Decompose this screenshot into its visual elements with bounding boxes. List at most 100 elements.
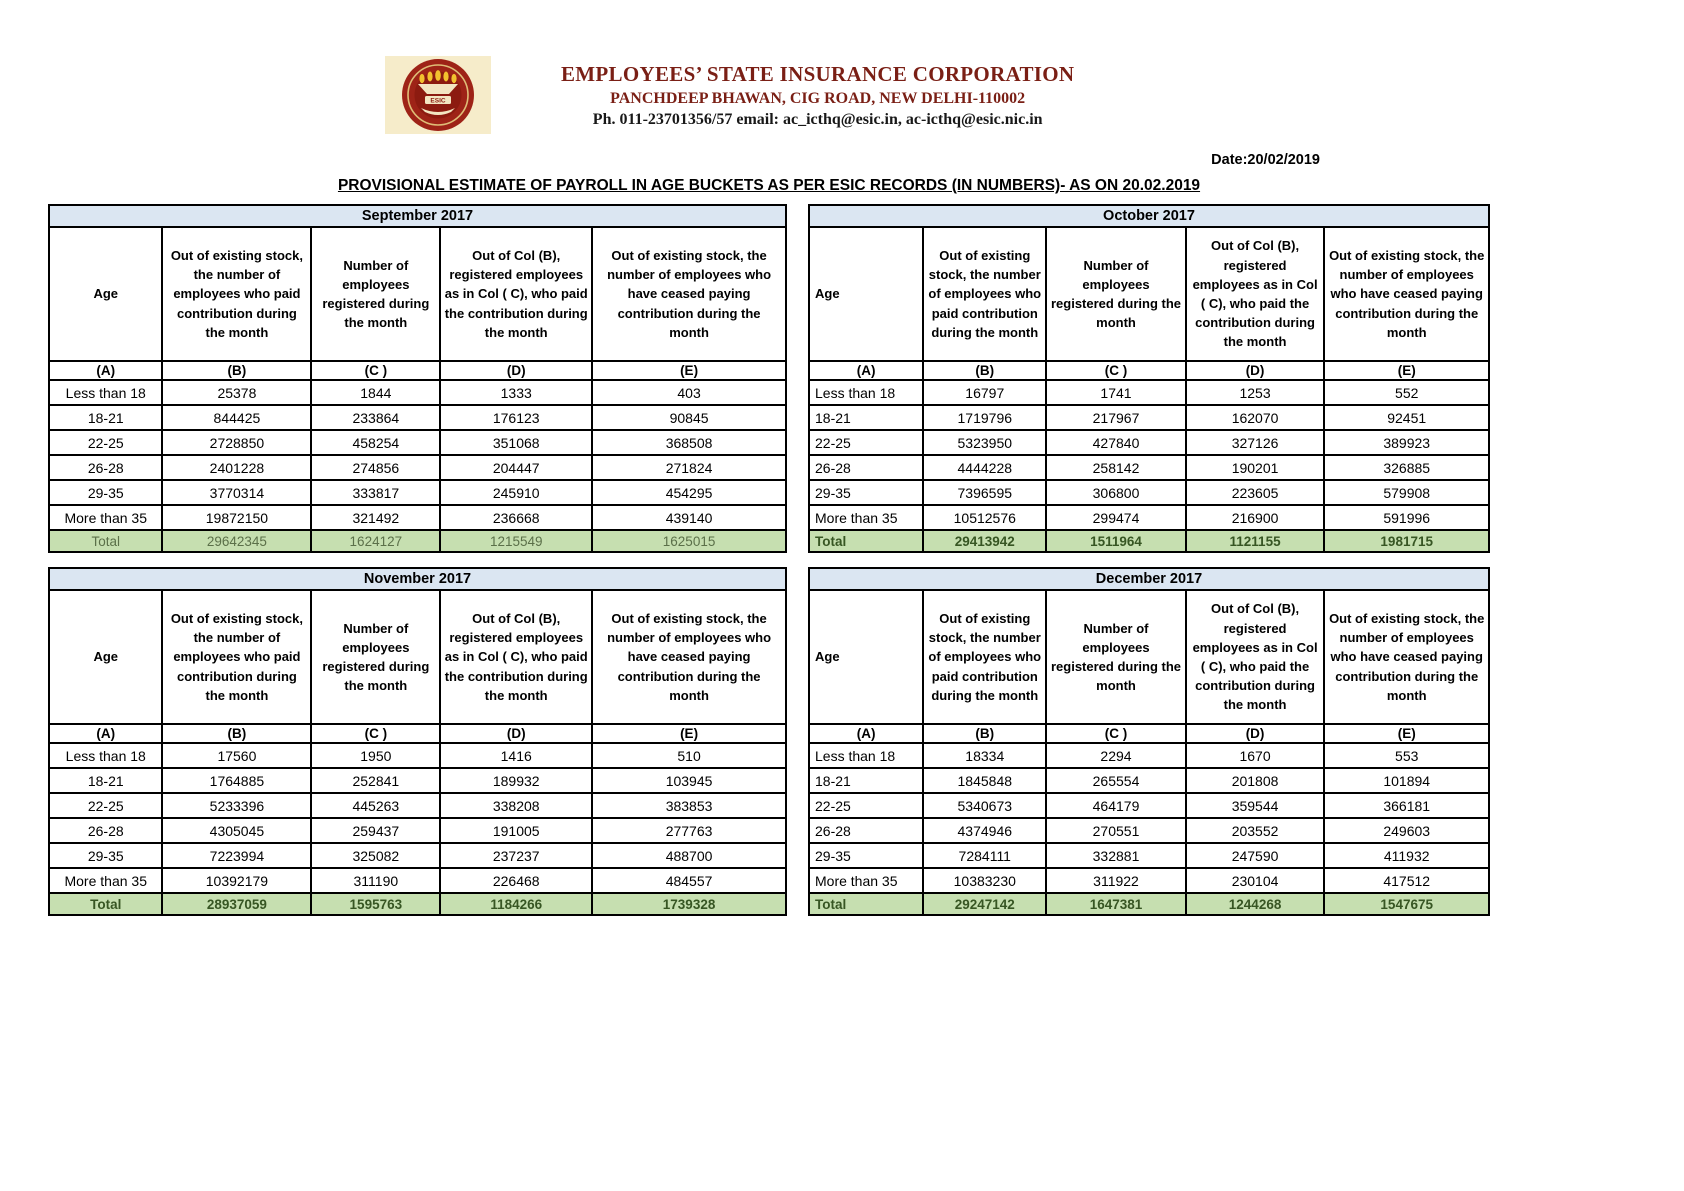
- org-contact: Ph. 011-23701356/57 email: ac_icthq@esic…: [592, 110, 1043, 128]
- value-cell: 230104: [1184, 867, 1326, 894]
- table-row: 22-25 5233396 445263 338208 383853: [47, 792, 787, 819]
- value-cell: 311922: [1045, 867, 1187, 894]
- total-value-cell: 1547675: [1323, 892, 1490, 916]
- value-cell: 245910: [439, 479, 594, 506]
- letterhead: ESIC EMPLOYEES’ STATE INSURANCE CORPORAT…: [385, 56, 1074, 134]
- value-cell: 203552: [1184, 817, 1326, 844]
- table-row: 29-35 3770314 333817 245910 454295: [47, 479, 787, 506]
- value-cell: 191005: [439, 817, 594, 844]
- total-value-cell: 1184266: [439, 892, 594, 916]
- table-row: Less than 18 25378 1844 1333 403: [47, 379, 787, 406]
- table-body-december: Less than 18 18334 2294 1670 553 18-21 1845848…: [807, 742, 1490, 916]
- value-cell: 484557: [591, 867, 787, 894]
- col-letter-c: (C ): [310, 360, 442, 381]
- month-title: October 2017: [808, 204, 1490, 228]
- table-row: 18-21 1719796 217967 162070 92451: [807, 404, 1490, 431]
- value-cell: 1845848: [922, 767, 1048, 794]
- table-row: 18-21 1845848 265554 201808 101894: [807, 767, 1490, 794]
- col-desc-b: Out of existing stock, the number of emp…: [922, 589, 1048, 725]
- col-desc-age: Age: [47, 589, 164, 725]
- value-cell: 439140: [591, 504, 787, 531]
- age-cell: More than 35: [807, 504, 925, 531]
- value-cell: 3770314: [161, 479, 313, 506]
- age-cell: Less than 18: [47, 379, 164, 406]
- value-cell: 417512: [1323, 867, 1490, 894]
- value-cell: 19872150: [161, 504, 313, 531]
- value-cell: 332881: [1045, 842, 1187, 869]
- value-cell: 271824: [591, 454, 787, 481]
- age-cell: 26-28: [807, 454, 925, 481]
- table-row: 22-25 5340673 464179 359544 366181: [807, 792, 1490, 819]
- value-cell: 2401228: [161, 454, 313, 481]
- total-value-cell: 1647381: [1045, 892, 1187, 916]
- col-desc-b: Out of existing stock, the number of emp…: [161, 589, 313, 725]
- doc-title: PROVISIONAL ESTIMATE OF PAYROLL IN AGE B…: [337, 177, 1201, 194]
- value-cell: 591996: [1323, 504, 1490, 531]
- age-cell: 26-28: [47, 454, 164, 481]
- month-table-october: October 2017 Age Out of existing stock, …: [807, 204, 1490, 553]
- table-row: More than 35 10392179 311190 226468 484557: [47, 867, 787, 894]
- total-value-cell: 1595763: [310, 892, 442, 916]
- table-row: 18-21 1764885 252841 189932 103945: [47, 767, 787, 794]
- value-cell: 249603: [1323, 817, 1490, 844]
- col-letter-b: (B): [161, 723, 313, 744]
- value-cell: 223605: [1184, 479, 1326, 506]
- total-label-cell: Total: [47, 529, 164, 553]
- month-header: November 2017: [48, 567, 787, 591]
- total-value-cell: 1624127: [310, 529, 442, 553]
- value-cell: 1741: [1045, 379, 1187, 406]
- total-value-cell: 29247142: [922, 892, 1048, 916]
- table-body-november: Less than 18 17560 1950 1416 510 18-21 1764885…: [47, 742, 787, 916]
- value-cell: 7223994: [161, 842, 313, 869]
- age-cell: 26-28: [47, 817, 164, 844]
- date-label: Date:20/02/2019: [1211, 152, 1320, 168]
- month-title: November 2017: [48, 567, 787, 591]
- total-label-cell: Total: [47, 892, 164, 916]
- column-letter-header: (A) (B) (C ) (D) (E): [47, 723, 787, 744]
- value-cell: 445263: [310, 792, 442, 819]
- value-cell: 237237: [439, 842, 594, 869]
- value-cell: 427840: [1045, 429, 1187, 456]
- table-row: 29-35 7223994 325082 237237 488700: [47, 842, 787, 869]
- value-cell: 1670: [1184, 742, 1326, 769]
- total-value-cell: 1244268: [1184, 892, 1326, 916]
- col-desc-d: Out of Col (B), registered employees as …: [439, 226, 594, 362]
- column-desc-header: Age Out of existing stock, the number of…: [47, 226, 787, 362]
- value-cell: 204447: [439, 454, 594, 481]
- value-cell: 1844: [310, 379, 442, 406]
- value-cell: 7396595: [922, 479, 1048, 506]
- table-row: Less than 18 16797 1741 1253 552: [807, 379, 1490, 406]
- age-cell: 18-21: [807, 404, 925, 431]
- value-cell: 389923: [1323, 429, 1490, 456]
- col-desc-b: Out of existing stock, the number of emp…: [922, 226, 1048, 362]
- column-desc-header: Age Out of existing stock, the number of…: [47, 589, 787, 725]
- col-letter-a: (A): [47, 360, 164, 381]
- value-cell: 488700: [591, 842, 787, 869]
- value-cell: 101894: [1323, 767, 1490, 794]
- value-cell: 10383230: [922, 867, 1048, 894]
- table-row: 29-35 7396595 306800 223605 579908: [807, 479, 1490, 506]
- total-label-cell: Total: [807, 529, 925, 553]
- value-cell: 1719796: [922, 404, 1048, 431]
- value-cell: 553: [1323, 742, 1490, 769]
- age-cell: 26-28: [807, 817, 925, 844]
- value-cell: 1764885: [161, 767, 313, 794]
- value-cell: 90845: [591, 404, 787, 431]
- value-cell: 270551: [1045, 817, 1187, 844]
- age-cell: Less than 18: [47, 742, 164, 769]
- value-cell: 259437: [310, 817, 442, 844]
- value-cell: 333817: [310, 479, 442, 506]
- age-cell: 22-25: [807, 792, 925, 819]
- value-cell: 274856: [310, 454, 442, 481]
- col-desc-e: Out of existing stock, the number of emp…: [1323, 226, 1490, 362]
- value-cell: 359544: [1184, 792, 1326, 819]
- total-value-cell: 29413942: [922, 529, 1048, 553]
- table-row: 29-35 7284111 332881 247590 411932: [807, 842, 1490, 869]
- col-letter-b: (B): [161, 360, 313, 381]
- total-value-cell: 29642345: [161, 529, 313, 553]
- value-cell: 844425: [161, 404, 313, 431]
- col-letter-d: (D): [439, 723, 594, 744]
- total-value-cell: 1215549: [439, 529, 594, 553]
- col-desc-e: Out of existing stock, the number of emp…: [591, 226, 787, 362]
- value-cell: 1950: [310, 742, 442, 769]
